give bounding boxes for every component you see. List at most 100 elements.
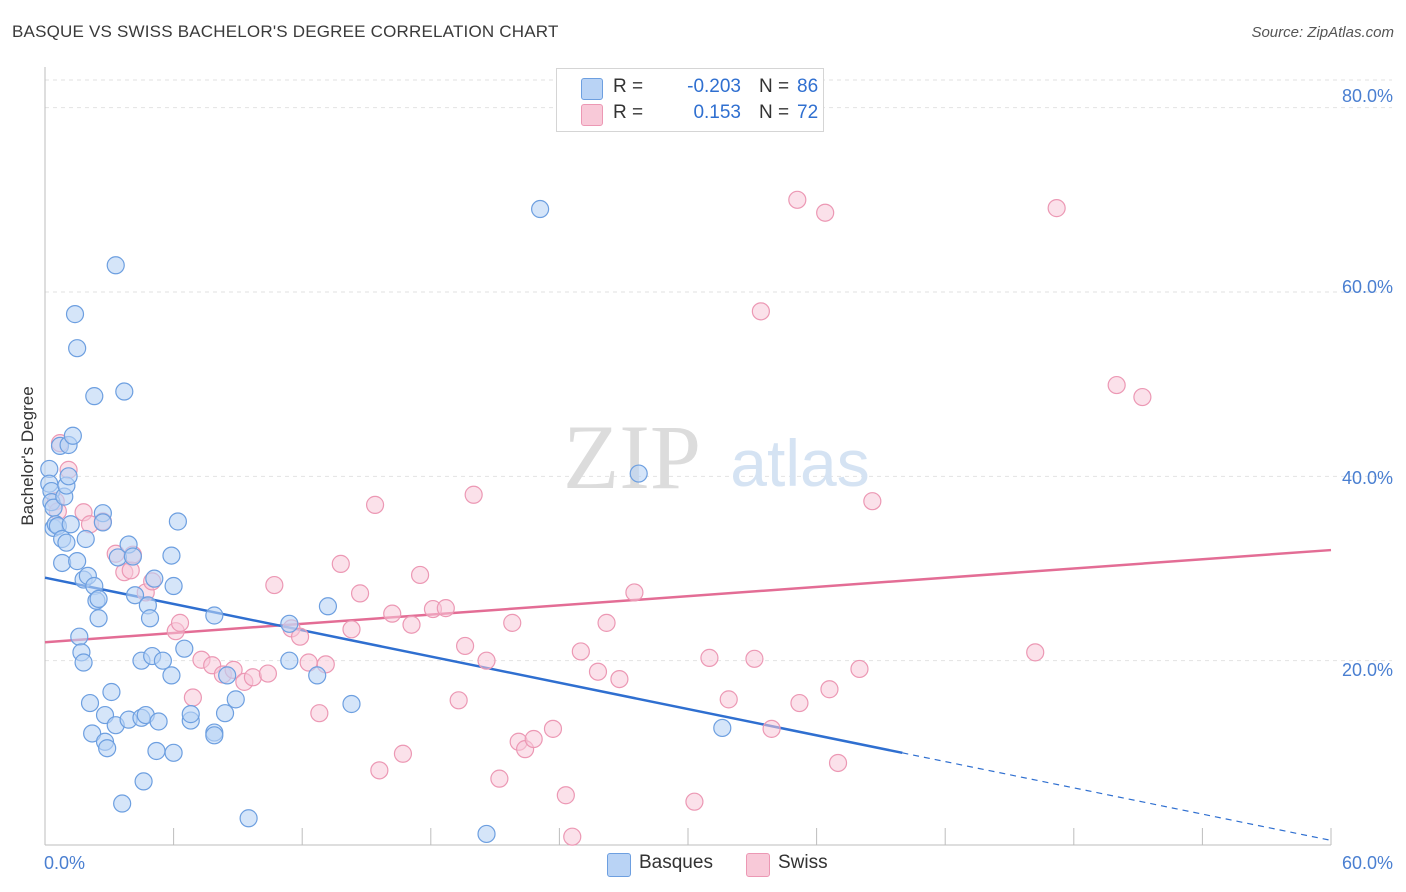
- swiss-point: [625, 583, 644, 602]
- swiss-point: [370, 761, 389, 780]
- legend-label: Swiss: [778, 852, 828, 873]
- swiss-point: [393, 744, 413, 763]
- swiss-point: [762, 719, 781, 738]
- swiss-point: [310, 704, 329, 723]
- r-value: -0.203: [687, 76, 741, 97]
- swiss-point: [290, 627, 310, 646]
- basques-point: [205, 606, 224, 625]
- swiss-point: [350, 584, 370, 603]
- basques-point: [76, 529, 95, 549]
- basques-point: [318, 597, 338, 616]
- x-tick-label-max: 60.0%: [1341, 853, 1393, 873]
- swiss-point: [788, 190, 807, 209]
- swiss-point: [863, 492, 882, 511]
- swiss-point: [436, 599, 455, 618]
- y-tick-label: 20.0%: [1341, 660, 1393, 680]
- watermark-atlas: atlas: [730, 426, 869, 500]
- basques-point: [175, 639, 194, 658]
- basques-point: [145, 569, 164, 588]
- basques-point: [308, 666, 327, 685]
- swiss-point: [258, 664, 278, 683]
- swiss-point: [1047, 199, 1066, 218]
- swiss-point: [563, 827, 582, 846]
- r-label: R =: [613, 102, 644, 123]
- basques-point: [57, 533, 76, 552]
- y-axis-label: Bachelor's Degree: [18, 386, 37, 526]
- swiss-point: [751, 302, 770, 321]
- basques-point: [125, 586, 145, 605]
- basques-point: [102, 682, 121, 702]
- chart-title: BASQUE VS SWISS BACHELOR'S DEGREE CORREL…: [12, 22, 559, 41]
- swiss-swatch: [581, 104, 603, 126]
- swiss-point: [828, 753, 848, 773]
- swiss-point: [610, 669, 629, 689]
- axes: [44, 67, 1332, 846]
- swiss-legend-swatch: [746, 853, 770, 877]
- basques-point: [59, 467, 78, 486]
- swiss-point: [402, 615, 421, 634]
- swiss-point: [449, 691, 468, 710]
- correlation-box: R = -0.203 N = 86 R = 0.153 N = 72: [556, 68, 824, 132]
- basques-point: [239, 809, 258, 828]
- swiss-point: [597, 613, 616, 632]
- basques-point: [164, 576, 183, 596]
- swiss-point: [183, 688, 202, 707]
- y-tick-label: 40.0%: [1341, 468, 1393, 488]
- swiss-point: [1026, 643, 1045, 662]
- basques-point: [89, 589, 108, 609]
- swiss-point: [543, 719, 563, 738]
- basques-point: [181, 705, 200, 724]
- grid: [45, 79, 1392, 662]
- basques-point: [531, 199, 550, 219]
- swiss-point: [410, 565, 430, 585]
- basques-point: [74, 653, 93, 672]
- basques-point: [226, 690, 245, 709]
- swiss-point: [331, 554, 350, 573]
- basques-point: [80, 693, 100, 713]
- basques-point: [629, 464, 648, 483]
- basques-point: [61, 515, 80, 534]
- basques-points: [40, 199, 732, 844]
- x-tick-label-min: 0.0%: [44, 853, 86, 873]
- basques-point: [70, 627, 89, 646]
- swiss-point: [524, 729, 543, 749]
- basques-point: [342, 694, 361, 714]
- y-tick-label: 60.0%: [1341, 277, 1393, 297]
- swiss-point: [745, 649, 764, 668]
- basques-point: [477, 824, 496, 844]
- basques-point: [153, 651, 172, 670]
- swiss-point: [1133, 387, 1152, 407]
- basques-point: [93, 513, 112, 532]
- swiss-point: [1107, 375, 1126, 395]
- swiss-point: [383, 604, 402, 623]
- source-label: Source: ZipAtlas.com: [1251, 24, 1394, 41]
- basques-point: [115, 382, 134, 401]
- swiss-point: [790, 693, 809, 713]
- swiss-point: [243, 668, 263, 687]
- basques-point: [162, 666, 181, 685]
- n-value: 86: [797, 76, 819, 97]
- n-label: N =: [759, 102, 790, 123]
- swiss-point: [455, 636, 475, 656]
- basques-trend-line: [44, 576, 903, 755]
- basques-point: [280, 614, 299, 633]
- basques-point: [113, 794, 132, 813]
- legend-label: Basques: [639, 852, 713, 873]
- basques-point: [149, 712, 168, 731]
- swiss-point: [490, 769, 509, 788]
- basques-point: [83, 724, 102, 743]
- basques-point: [53, 553, 72, 573]
- swiss-point: [588, 662, 608, 681]
- n-value: 72: [797, 102, 819, 123]
- basques-point: [168, 512, 187, 531]
- basques-point: [98, 739, 117, 758]
- swiss-point: [719, 690, 738, 709]
- swiss-point: [850, 659, 869, 679]
- watermark-zip: ZIP: [563, 406, 701, 508]
- swiss-point: [503, 613, 522, 632]
- swiss-point: [571, 642, 590, 661]
- basques-point: [68, 339, 87, 358]
- basques-point: [106, 256, 125, 275]
- swiss-point: [816, 203, 835, 222]
- swiss-point: [342, 620, 361, 639]
